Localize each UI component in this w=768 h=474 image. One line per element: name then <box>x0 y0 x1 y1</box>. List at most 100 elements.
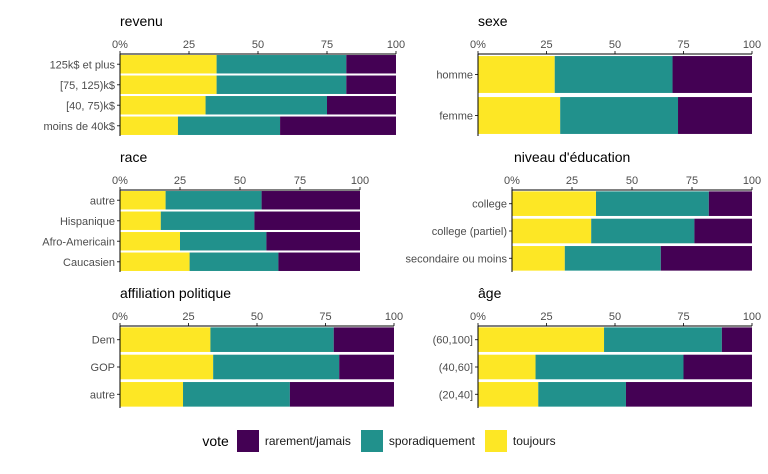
legend-item-toujours: toujours <box>484 430 556 452</box>
legend-item-sporadiquement: sporadiquement <box>360 430 475 452</box>
bar-sporadiquement-autre <box>165 191 262 210</box>
y-tick-label: GOP <box>91 362 115 374</box>
legend-key-toujours <box>484 430 507 452</box>
x-tick-label: 25 <box>183 39 195 51</box>
bar-sporadiquement-femme <box>560 97 679 134</box>
panel-sexe: sexe 0% 25 50 75 100 homme femme <box>436 13 761 136</box>
bar-rarement-jamais-125k-et-plus <box>346 55 396 74</box>
y-tick-label: [75, 125)k$ <box>60 80 115 92</box>
panel-niveau-d-ducation: niveau d'éducation 0% 25 50 75 100 college coll… <box>405 149 761 272</box>
panel-affiliation-politique: affiliation politique 0% 25 50 75 100 Dem GOP au… <box>90 285 403 408</box>
bar-rarement-jamais-60-100 <box>721 327 752 352</box>
x-tick-label: 100 <box>743 39 761 51</box>
x-tick-label: 100 <box>743 311 761 323</box>
y-tick-label: autre <box>90 195 115 207</box>
x-tick-label: 50 <box>609 39 621 51</box>
legend-item-rarement-jamais: rarement/jamais <box>236 430 351 452</box>
bar-rarement-jamais-college-partiel <box>694 218 752 244</box>
bar-sporadiquement-gop <box>213 354 340 380</box>
bar-sporadiquement-dem <box>210 327 334 352</box>
y-tick-label: homme <box>436 70 473 82</box>
bar-rarement-jamais-secondaire-ou-moins <box>660 246 752 271</box>
legend-label-sporadiquement: sporadiquement <box>388 434 475 448</box>
bar-toujours-caucasien <box>120 252 190 271</box>
panel-ge: âge 0% 25 50 75 100 (60,100] (40,60] (20,40] <box>433 285 761 408</box>
bar-toujours-60-100 <box>478 327 605 352</box>
bar-toujours-40-75-k <box>120 96 206 115</box>
bar-toujours-college <box>512 191 596 216</box>
bar-sporadiquement-homme <box>554 56 673 93</box>
x-tick-label: 100 <box>385 311 403 323</box>
bar-rarement-jamais-homme <box>672 56 752 93</box>
x-tick-label: 0% <box>470 39 486 51</box>
x-tick-label: 0% <box>504 175 520 187</box>
y-tick-label: secondaire ou moins <box>405 253 507 265</box>
bar-toujours-autre <box>120 382 184 407</box>
x-tick-label: 0% <box>112 39 128 51</box>
y-tick-label: [40, 75)k$ <box>66 100 115 112</box>
bar-toujours-dem <box>120 327 211 352</box>
panel-title: race <box>120 149 147 165</box>
panel-title: affiliation politique <box>120 285 231 301</box>
bar-toujours-secondaire-ou-moins <box>512 246 565 271</box>
legend: vote rarement/jamais sporadiquement touj… <box>0 426 768 456</box>
x-tick-label: 25 <box>566 175 578 187</box>
bar-toujours-gop <box>120 354 214 380</box>
legend-key-rarement-jamais <box>236 430 259 452</box>
panel-title: âge <box>478 285 502 301</box>
bar-rarement-jamais-afro-americain <box>266 232 360 251</box>
bar-rarement-jamais-dem <box>333 327 394 352</box>
x-tick-label: 75 <box>294 175 306 187</box>
y-tick-label: Afro-Americain <box>42 236 115 248</box>
bar-sporadiquement-college <box>596 191 709 216</box>
y-tick-label: college (partiel) <box>432 226 507 238</box>
bar-sporadiquement-caucasien <box>189 252 279 271</box>
bar-toujours-femme <box>478 97 561 134</box>
x-tick-label: 0% <box>470 311 486 323</box>
legend-label-rarement-jamais: rarement/jamais <box>264 434 351 448</box>
x-tick-label: 50 <box>609 311 621 323</box>
bar-rarement-jamais-moins-de-40k <box>280 116 396 135</box>
y-tick-label: moins de 40k$ <box>43 121 115 133</box>
x-tick-label: 75 <box>319 311 331 323</box>
x-tick-label: 75 <box>677 39 689 51</box>
x-tick-label: 25 <box>540 39 552 51</box>
x-tick-label: 50 <box>252 39 264 51</box>
bar-sporadiquement-college-partiel <box>591 218 695 244</box>
bar-sporadiquement-secondaire-ou-moins <box>564 246 661 271</box>
bar-toujours-20-40 <box>478 382 539 407</box>
bar-toujours-afro-americain <box>120 232 180 251</box>
bar-sporadiquement-40-60 <box>535 354 684 380</box>
x-tick-label: 25 <box>174 175 186 187</box>
x-tick-label: 100 <box>743 175 761 187</box>
bar-sporadiquement-moins-de-40k <box>177 116 281 135</box>
x-tick-label: 75 <box>677 311 689 323</box>
x-tick-label: 100 <box>387 39 405 51</box>
y-tick-label: Hispanique <box>60 216 115 228</box>
bar-rarement-jamais-gop <box>339 354 394 380</box>
y-tick-label: 125k$ et plus <box>50 59 116 71</box>
y-tick-label: (20,40] <box>439 389 473 401</box>
x-tick-label: 0% <box>112 311 128 323</box>
bar-sporadiquement-autre <box>183 382 290 407</box>
bar-sporadiquement-afro-americain <box>180 232 267 251</box>
y-tick-label: autre <box>90 389 115 401</box>
x-tick-label: 50 <box>251 311 263 323</box>
bar-toujours-40-60 <box>478 354 536 380</box>
y-tick-label: femme <box>439 111 473 123</box>
bar-sporadiquement-20-40 <box>538 382 626 407</box>
bar-rarement-jamais-autre <box>261 191 360 210</box>
bar-rarement-jamais-40-75-k <box>327 96 396 115</box>
legend-label-toujours: toujours <box>512 434 556 448</box>
bar-toujours-hispanique <box>120 211 161 230</box>
x-tick-label: 25 <box>182 311 194 323</box>
bar-sporadiquement-75-125-k <box>216 75 347 94</box>
bar-rarement-jamais-20-40 <box>625 382 752 407</box>
panel-race: race 0% 25 50 75 100 autre Hispanique Afro-Ameri… <box>42 149 369 272</box>
bar-toujours-moins-de-40k <box>120 116 178 135</box>
legend-key-sporadiquement <box>360 430 383 452</box>
bar-rarement-jamais-75-125-k <box>346 75 396 94</box>
x-tick-label: 25 <box>540 311 552 323</box>
y-tick-label: college <box>472 199 507 211</box>
